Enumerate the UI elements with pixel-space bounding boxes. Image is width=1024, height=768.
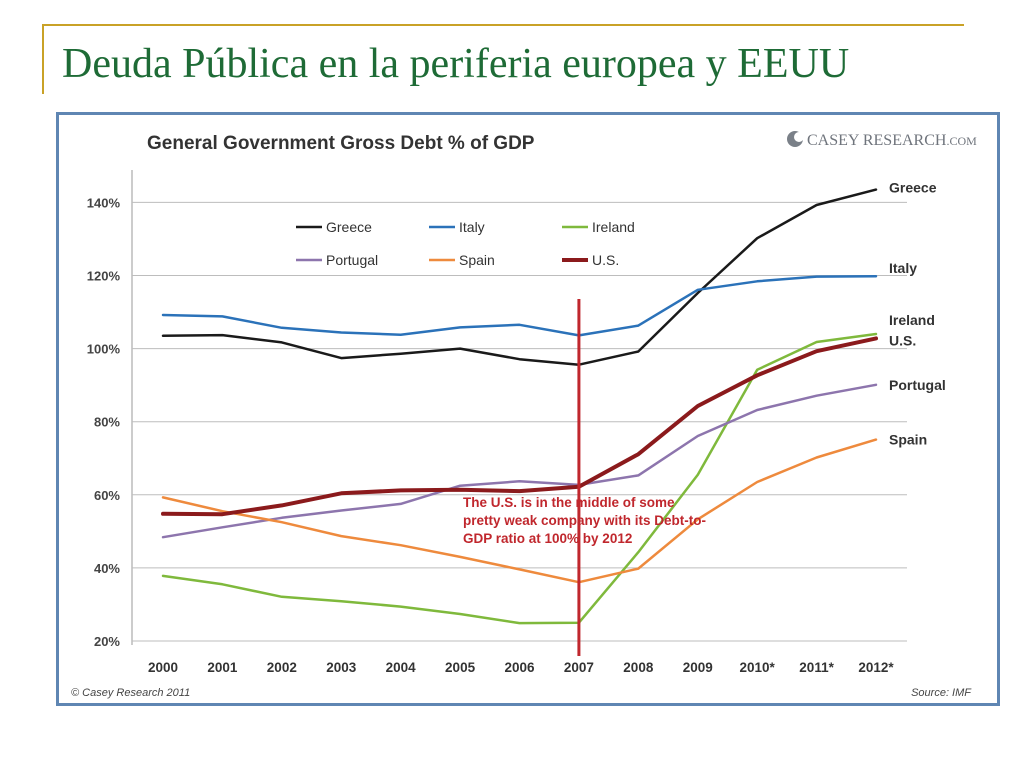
y-tick-label: 100% — [87, 342, 121, 357]
series-line-greece — [161, 188, 878, 366]
x-tick-label: 2001 — [207, 660, 238, 675]
footer-copyright: © Casey Research 2011 — [71, 687, 190, 699]
end-label-ireland: Ireland — [889, 312, 935, 328]
end-label-us: U.S. — [889, 332, 916, 348]
x-tick-label: 2006 — [504, 660, 535, 675]
debt-line-chart: General Government Gross Debt % of GDP CA… — [71, 131, 977, 699]
y-tick-label: 140% — [87, 195, 121, 210]
y-tick-label: 120% — [87, 269, 121, 284]
legend-label: Portugal — [326, 252, 378, 268]
x-tick-label: 2012* — [858, 660, 894, 675]
x-tick-label: 2005 — [445, 660, 476, 675]
legend-label: Greece — [326, 219, 372, 235]
y-tick-label: 40% — [94, 561, 120, 576]
casey-logo-icon — [787, 131, 804, 147]
x-tick-label: 2010* — [740, 660, 776, 675]
series-line-portugal — [161, 383, 878, 539]
x-tick-label: 2011* — [799, 660, 834, 675]
x-tick-label: 2007 — [564, 660, 594, 675]
slide-title: Deuda Pública en la periferia europea y … — [62, 41, 850, 87]
chart-frame: General Government Gross Debt % of GDP CA… — [56, 112, 1000, 706]
chart-title: General Government Gross Debt % of GDP — [147, 133, 535, 154]
end-label-greece: Greece — [889, 180, 937, 196]
brand-name: CASEY RESEARCH.COM — [807, 132, 977, 149]
legend-label: Ireland — [592, 219, 635, 235]
end-label-spain: Spain — [889, 432, 927, 448]
x-tick-label: 2003 — [326, 660, 357, 675]
legend-label: Italy — [459, 219, 485, 235]
y-tick-label: 60% — [94, 488, 120, 503]
y-tick-label: 80% — [94, 415, 120, 430]
x-tick-label: 2002 — [267, 660, 297, 675]
x-tick-label: 2000 — [148, 660, 178, 675]
legend-label: U.S. — [592, 252, 619, 268]
x-tick-label: 2009 — [683, 660, 713, 675]
y-tick-label: 20% — [94, 634, 120, 649]
x-tick-label: 2008 — [623, 660, 654, 675]
legend-label: Spain — [459, 252, 495, 268]
end-label-italy: Italy — [889, 260, 917, 276]
slide-top-rule — [42, 24, 964, 26]
slide-left-rule — [42, 24, 44, 94]
series-line-spain — [161, 438, 878, 584]
end-label-portugal: Portugal — [889, 377, 946, 393]
footer-source: Source: IMF — [911, 687, 972, 699]
series-line-us — [161, 336, 878, 517]
annotation-text: The U.S. is in the middle of some pretty… — [463, 495, 707, 546]
x-tick-label: 2004 — [386, 660, 417, 675]
series-line-ireland — [161, 332, 878, 625]
series-line-italy — [161, 274, 878, 337]
